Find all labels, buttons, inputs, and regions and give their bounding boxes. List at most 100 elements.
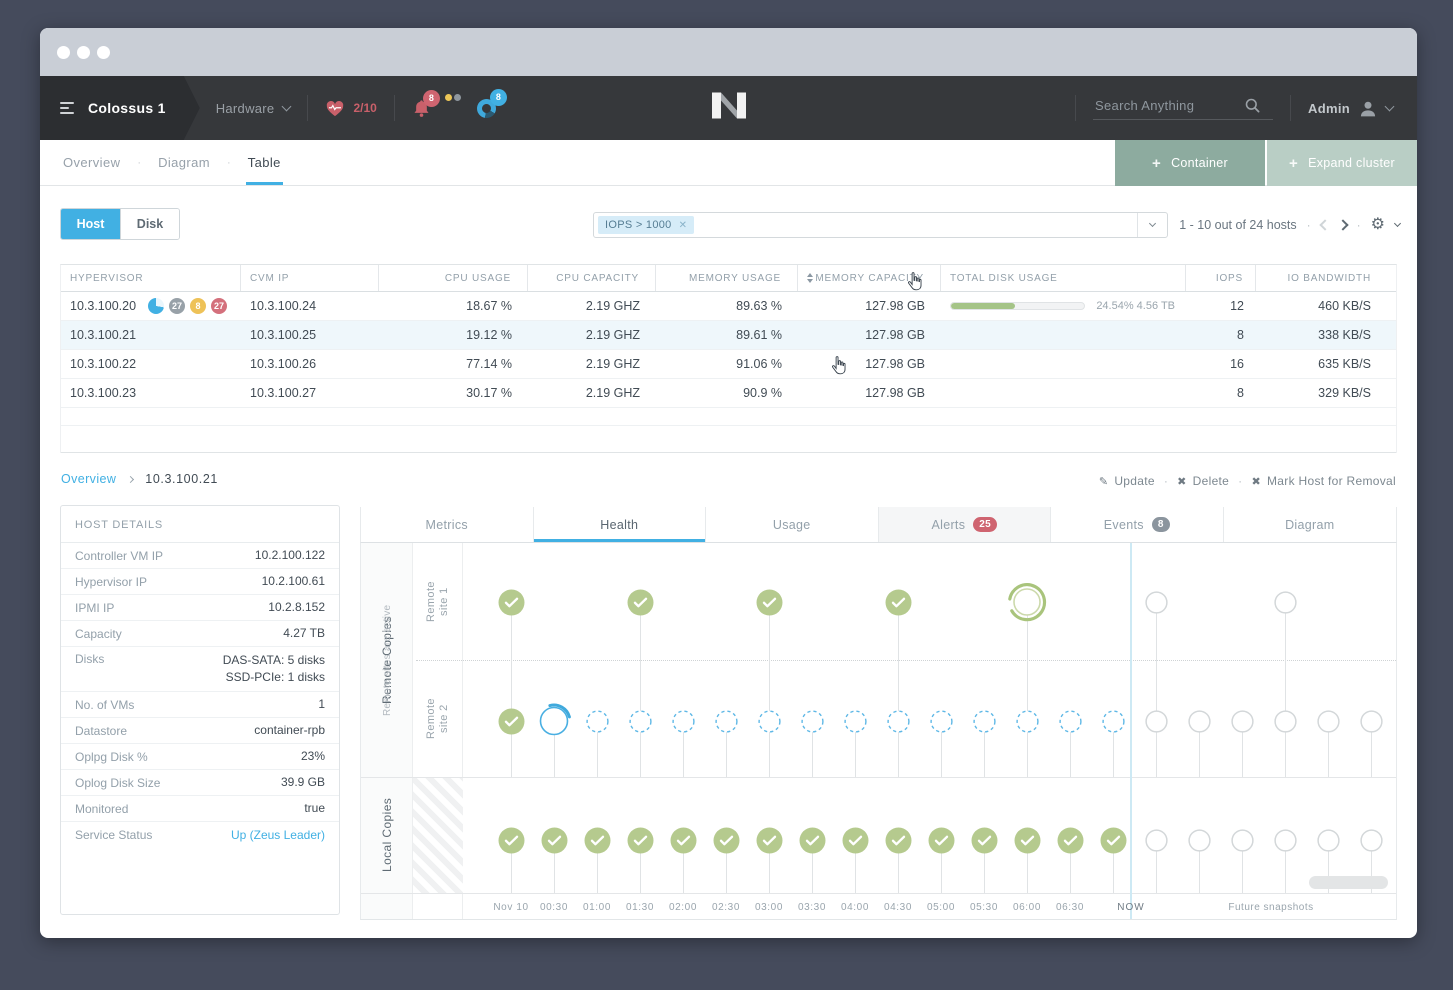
snapshot-stem bbox=[1327, 721, 1329, 777]
browser-window: Colossus 1 Hardware 2/10 8 8 bbox=[40, 28, 1417, 938]
detail-tab-alerts[interactable]: Alerts 25 bbox=[878, 507, 1051, 542]
column-header-cpu-usage[interactable]: CPU USAGE bbox=[379, 265, 528, 291]
cell-memory-capacity: 127.98 GB bbox=[865, 357, 925, 371]
column-header-total-disk-usage[interactable]: TOTAL DISK USAGE bbox=[941, 265, 1186, 291]
column-header-memory-usage[interactable]: MEMORY USAGE bbox=[656, 265, 798, 291]
pie-usage-badge[interactable] bbox=[148, 298, 165, 314]
cell-io-bandwidth: 460 KB/S bbox=[1318, 299, 1371, 313]
view-tab-diagram[interactable]: Diagram bbox=[158, 155, 210, 170]
column-header-iops[interactable]: IOPS bbox=[1186, 265, 1256, 291]
dot-separator: · bbox=[227, 156, 231, 169]
axis-line bbox=[361, 893, 1396, 894]
detail-label: Capacity bbox=[75, 626, 122, 641]
detail-value[interactable]: Up (Zeus Leader) bbox=[230, 827, 325, 842]
detail-tab-health[interactable]: Health bbox=[534, 507, 706, 542]
create-container-button[interactable]: + Container bbox=[1115, 140, 1265, 186]
menu-icon[interactable] bbox=[60, 99, 74, 117]
container-button-label: Container bbox=[1171, 156, 1228, 170]
timeline-scrollbar[interactable] bbox=[1309, 876, 1388, 889]
gear-icon[interactable]: ⚙ bbox=[1370, 216, 1385, 233]
delete-label: Delete bbox=[1192, 474, 1230, 488]
cell-iops: 16 bbox=[1230, 357, 1244, 371]
tasks-badge: 8 bbox=[489, 88, 507, 106]
disk-usage-fill bbox=[951, 303, 1015, 309]
timeline-tick-label: 06:30 bbox=[1055, 902, 1085, 913]
window-control-dot[interactable] bbox=[57, 45, 70, 59]
search-icon[interactable] bbox=[1245, 98, 1260, 113]
cell-memory-usage: 90.9 % bbox=[743, 386, 782, 400]
delete-action[interactable]: ✖ Delete bbox=[1177, 474, 1229, 488]
view-tab-table[interactable]: Table bbox=[245, 140, 283, 185]
filter-dropdown-toggle[interactable] bbox=[1137, 213, 1167, 237]
host-detail-row-oplpg-disk: Oplpg Disk % 23% bbox=[61, 744, 339, 770]
tasks-indicator[interactable]: 8 bbox=[473, 88, 507, 121]
table-row-10-3-100-22[interactable]: 10.3.100.22 10.3.100.26 77.14 % 2.19 GHZ 91.… bbox=[61, 350, 1396, 379]
snapshot-stem bbox=[1198, 721, 1200, 777]
detail-tab-diagram[interactable]: Diagram bbox=[1224, 507, 1397, 542]
table-row-10-3-100-21[interactable]: 10.3.100.21 10.3.100.25 19.12 % 2.19 GHZ 89.… bbox=[61, 321, 1396, 350]
window-control-dot[interactable] bbox=[77, 45, 90, 59]
pencil-icon: ✎ bbox=[1098, 475, 1109, 488]
prev-page-icon[interactable] bbox=[1318, 219, 1331, 231]
alerts-indicator[interactable]: 8 bbox=[412, 89, 461, 118]
now-label: NOW bbox=[1117, 902, 1145, 913]
breadcrumb-overview-link[interactable]: Overview bbox=[61, 472, 117, 486]
window-control-dot[interactable] bbox=[97, 45, 110, 59]
count-badge[interactable]: 27 bbox=[211, 298, 228, 314]
column-header-hypervisor[interactable]: HYPERVISOR bbox=[61, 265, 241, 291]
detail-value: DAS-SATA: 5 disks SSD-PCIe: 1 disks bbox=[223, 652, 325, 686]
table-row-10-3-100-20[interactable]: 10.3.100.20 27 8 27 10.3.100.24 18.67 % 2.19 G… bbox=[61, 292, 1396, 321]
column-header-cpu-capacity[interactable]: CPU CAPACITY bbox=[528, 265, 656, 291]
host-details-title: HOST DETAILS bbox=[61, 506, 339, 543]
filter-input[interactable]: IOPS > 1000 ✕ bbox=[593, 212, 1168, 238]
table-row-10-3-100-23[interactable]: 10.3.100.23 10.3.100.27 30.17 % 2.19 GHZ 90.… bbox=[61, 379, 1396, 408]
detail-label: IPMI IP bbox=[75, 600, 115, 615]
cell-memory-usage: 91.06 % bbox=[736, 357, 782, 371]
cell-hypervisor: 10.3.100.20 27 8 27 bbox=[61, 292, 241, 320]
cell-hypervisor: 10.3.100.23 bbox=[61, 379, 241, 407]
view-tab-overview[interactable]: Overview bbox=[63, 155, 121, 170]
timeline-tick-label: 02:30 bbox=[711, 902, 741, 913]
count-badge[interactable]: 27 bbox=[169, 298, 186, 314]
detail-label: Disks bbox=[75, 652, 105, 666]
chevron-down-icon[interactable] bbox=[1393, 219, 1402, 228]
detail-tab-metrics[interactable]: Metrics bbox=[361, 507, 534, 542]
remote-copies-group-label: Remote Copies Remote sites are active bbox=[361, 543, 413, 777]
detail-label: Datastore bbox=[75, 723, 128, 738]
detail-tab-usage[interactable]: Usage bbox=[706, 507, 879, 542]
remove-filter-icon[interactable]: ✕ bbox=[678, 219, 688, 231]
snapshot-stem bbox=[983, 840, 985, 893]
health-timeline-chart: Remote Copies Remote sites are active Re… bbox=[360, 543, 1397, 920]
host-details-card: HOST DETAILS Controller VM IP 10.2.100.12… bbox=[60, 505, 340, 915]
cell-cpu-usage: 30.17 % bbox=[466, 386, 512, 400]
filter-chip[interactable]: IOPS > 1000 ✕ bbox=[598, 216, 695, 234]
next-page-icon[interactable] bbox=[1336, 219, 1349, 231]
column-header-memory-capacity[interactable]: MEMORY CAPACITY bbox=[798, 265, 941, 291]
filter-chip-label: IOPS > 1000 bbox=[605, 219, 672, 231]
cluster-selector[interactable]: Colossus 1 bbox=[40, 76, 200, 140]
count-badge[interactable]: 8 bbox=[190, 298, 207, 314]
cell-cvm-ip: 10.3.100.25 bbox=[250, 328, 317, 342]
cell-io-bandwidth: 329 KB/S bbox=[1318, 386, 1371, 400]
filter-text-input[interactable] bbox=[694, 217, 1137, 233]
update-action[interactable]: ✎ Update bbox=[1099, 474, 1155, 488]
cluster-health-indicator[interactable]: 2/10 bbox=[325, 100, 377, 117]
column-header-io-bandwidth[interactable]: IO BANDWIDTH bbox=[1287, 272, 1371, 284]
warning-dot-icon bbox=[444, 93, 452, 101]
cell-cvm-ip: 10.3.100.24 bbox=[250, 299, 317, 313]
snapshot-stem bbox=[1284, 840, 1286, 893]
detail-tab-events[interactable]: Events 8 bbox=[1051, 507, 1224, 542]
column-header-cvm-ip[interactable]: CVM IP bbox=[241, 265, 379, 291]
toggle-host[interactable]: Host bbox=[61, 209, 120, 239]
mark-removal-action[interactable]: ✖ Mark Host for Removal bbox=[1251, 474, 1396, 488]
dot-separator: · bbox=[137, 156, 142, 169]
search-input[interactable] bbox=[1093, 96, 1246, 114]
user-menu[interactable]: Admin bbox=[1308, 100, 1395, 117]
snapshot-stem bbox=[510, 602, 512, 777]
toggle-disk[interactable]: Disk bbox=[120, 209, 179, 239]
expand-cluster-button[interactable]: + Expand cluster bbox=[1267, 140, 1417, 186]
sort-icon[interactable] bbox=[807, 273, 813, 283]
expand-button-label: Expand cluster bbox=[1308, 156, 1395, 170]
nav-menu-hardware[interactable]: Hardware bbox=[216, 101, 292, 116]
host-detail-row-no-of-vms: No. of VMs 1 bbox=[61, 692, 339, 718]
